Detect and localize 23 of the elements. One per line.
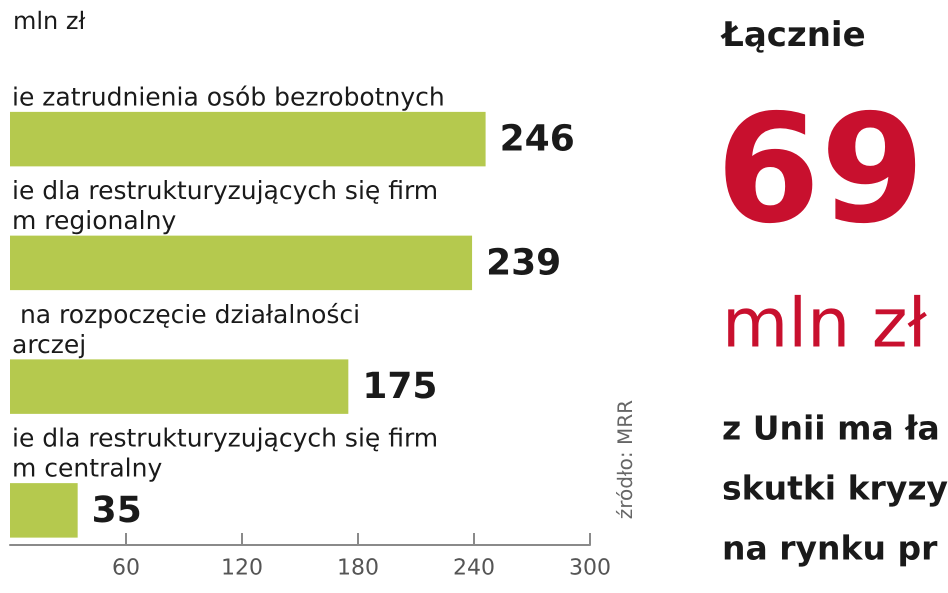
data-label: 35 (92, 490, 142, 531)
data-label: 239 (486, 242, 562, 284)
x-tick-label: 180 (337, 556, 379, 580)
x-tick-label: 120 (221, 556, 263, 580)
text: źródło: MRR (613, 400, 637, 520)
x-tick-label: 240 (453, 556, 495, 580)
bar (10, 483, 78, 538)
data-label: 246 (500, 118, 575, 160)
y-tick-label: ie dla restrukturyzujących się firm m centralny (12, 424, 438, 483)
x-tick-label: 60 (112, 556, 140, 580)
y-tick-label: ie dla restrukturyzujących się firm m regionalny (12, 176, 438, 236)
text: Łącznie (720, 15, 866, 55)
text: mln zł (722, 284, 928, 364)
text: z Unii ma ła skutki kryzy na rynku pr (722, 408, 948, 568)
y-tick-label: na rozpoczęcie działalności arczej (12, 300, 360, 359)
y-tick-label: ie zatrudnienia osób bezrobotnych (12, 82, 445, 112)
bar (10, 359, 348, 414)
data-label: 175 (362, 366, 438, 408)
text: 69 (716, 83, 925, 257)
x-tick-label: 300 (569, 556, 611, 580)
chart-title: mln zł (13, 7, 86, 35)
bar (10, 236, 472, 290)
bar (10, 112, 486, 166)
